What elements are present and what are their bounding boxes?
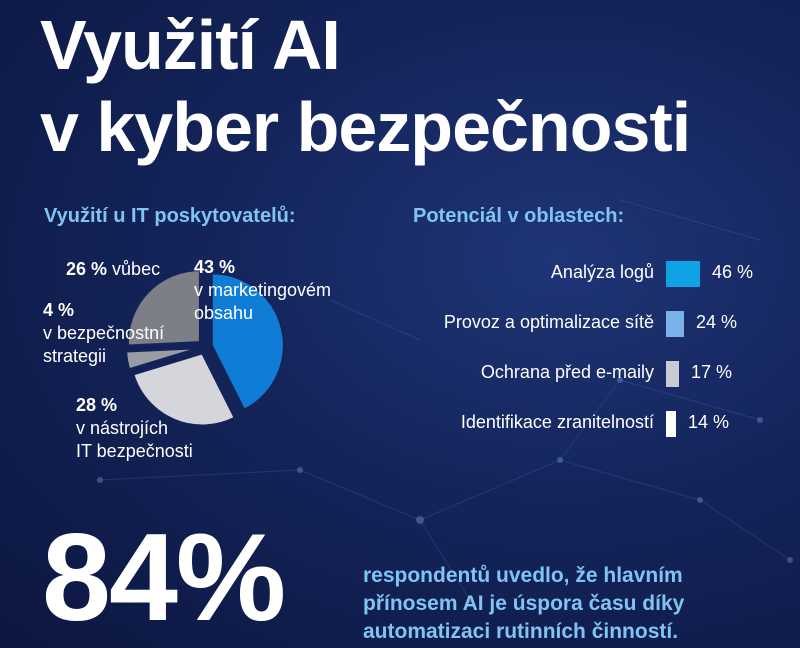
bar-row-log-analysis: Analýza logů 46 % — [400, 259, 780, 289]
highlight-number: 84% — [42, 509, 286, 647]
pie-chart-title: Využití u IT poskytovatelů: — [44, 205, 296, 227]
pie-chart — [125, 269, 285, 427]
bar-category-label: Provoz a optimalizace sítě — [443, 312, 654, 332]
pie-pct-strategy: 4 % — [43, 300, 75, 320]
bar-value-label: 46 % — [712, 262, 754, 282]
pie-slice-1 — [132, 352, 236, 427]
bar-category-label: Analýza logů — [550, 262, 654, 282]
bar-row-network-ops: Provoz a optimalizace sítě 24 % — [400, 309, 780, 339]
highlight-text: respondentů uvedlo, že hlavním přínosem … — [363, 564, 685, 643]
bar — [666, 411, 676, 437]
bar-category-label: Identifikace zranitelností — [460, 412, 654, 432]
bar-chart-title: Potenciál v oblastech: — [413, 205, 625, 227]
pie-slice-0 — [210, 272, 285, 412]
pie-label-security-tools: 28 % v nástrojích IT bezpečnosti — [76, 394, 193, 463]
pie-label-marketing: 43 % v marketingovém obsahu — [194, 256, 331, 325]
pie-pct-none: 26 % — [66, 259, 108, 279]
pie-pct-marketing: 43 % — [194, 257, 236, 277]
pie-text-marketing-1: v marketingovém — [194, 280, 332, 300]
bar-value-label: 14 % — [688, 412, 730, 432]
bar-value-label: 17 % — [691, 362, 733, 382]
bar-category-label: Ochrana před e-maily — [480, 362, 654, 382]
pie-text-security-tools-2: IT bezpečnosti — [76, 441, 193, 461]
pie-text-strategy-1: v bezpečnostní — [43, 323, 165, 343]
bar-row-vulnerability-id: Identifikace zranitelností 14 % — [400, 409, 780, 439]
pie-pct-security-tools: 28 % — [76, 395, 118, 415]
pie-text-strategy-2: strategii — [43, 346, 107, 366]
pie-text-none: vůbec — [112, 259, 161, 279]
bar — [666, 361, 679, 387]
pie-slice-2 — [125, 347, 199, 371]
bar-row-email-protection: Ochrana před e-maily 17 % — [400, 359, 780, 389]
pie-label-strategy: 4 % v bezpečnostní strategii — [43, 299, 164, 368]
title-line-1: Využití AI — [40, 6, 341, 84]
bar — [666, 261, 700, 287]
bar-value-label: 24 % — [696, 312, 738, 332]
page-title: Využití AI v kyber bezpečnosti — [40, 4, 691, 168]
title-line-2: v kyber bezpečnosti — [40, 88, 691, 166]
pie-slice-3 — [127, 269, 201, 347]
pie-label-none: 26 % vůbec — [66, 258, 160, 281]
pie-text-security-tools-1: v nástrojích — [76, 418, 169, 438]
bar — [666, 311, 684, 337]
pie-text-marketing-2: obsahu — [194, 303, 254, 323]
